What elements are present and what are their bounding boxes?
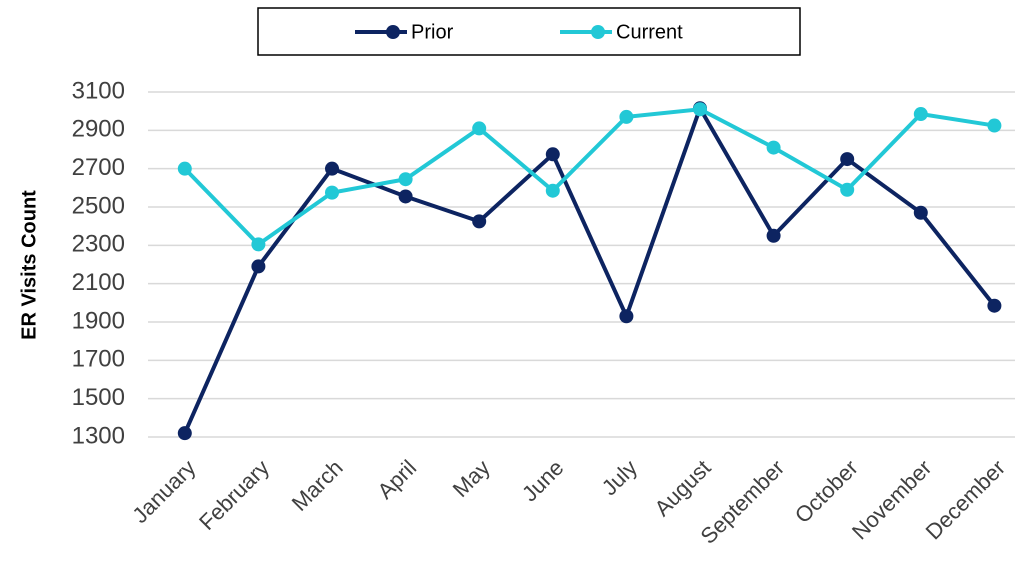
data-point (545, 147, 560, 162)
data-point (619, 309, 634, 324)
data-point (251, 259, 266, 274)
data-point (840, 182, 855, 197)
y-tick-label: 2700 (72, 154, 125, 181)
x-tick-label: July (597, 455, 642, 500)
x-tick-label: February (194, 455, 274, 535)
x-tick-label: March (287, 455, 348, 516)
series-line (183, 107, 995, 247)
data-point (472, 214, 487, 229)
data-point (325, 185, 339, 200)
x-tick-label: October (790, 455, 863, 528)
x-tick-label: December (921, 455, 1010, 544)
data-point (987, 298, 1002, 313)
data-point (913, 205, 928, 220)
data-point (987, 118, 1002, 133)
x-tick-label: November (847, 455, 936, 544)
data-point (840, 152, 855, 167)
x-tick-label: May (448, 455, 495, 502)
data-point (177, 161, 192, 176)
data-point (545, 183, 560, 198)
y-tick-label: 1300 (72, 422, 125, 449)
data-point (693, 102, 707, 117)
data-point (398, 172, 413, 187)
y-tick-label: 1700 (72, 346, 125, 373)
y-tick-label: 1900 (72, 307, 125, 334)
x-tick-label: June (517, 455, 568, 506)
data-point (766, 228, 781, 243)
y-tick-label: 1500 (72, 384, 125, 411)
legend-label: Current (616, 21, 683, 43)
y-tick-label: 2500 (72, 192, 125, 219)
data-point (766, 140, 781, 155)
y-tick-label: 2900 (72, 116, 125, 143)
data-point (619, 109, 634, 124)
x-tick-label: August (650, 455, 716, 521)
x-tick-label: April (372, 455, 421, 504)
data-point (913, 107, 928, 122)
data-point (251, 237, 266, 252)
y-tick-label: 2100 (72, 269, 125, 296)
data-point (177, 426, 192, 441)
legend-label: Prior (411, 21, 454, 43)
data-point (472, 121, 487, 136)
data-point (325, 161, 339, 176)
x-tick-label: January (127, 455, 200, 528)
data-point (398, 189, 413, 204)
legend-marker (386, 25, 400, 39)
legend-box (257, 7, 801, 56)
y-tick-label: 3100 (72, 77, 125, 104)
legend-marker (591, 25, 605, 39)
y-tick-label: 2300 (72, 231, 125, 258)
series-line (182, 103, 996, 434)
y-axis-label: ER Visits Count (18, 190, 40, 340)
